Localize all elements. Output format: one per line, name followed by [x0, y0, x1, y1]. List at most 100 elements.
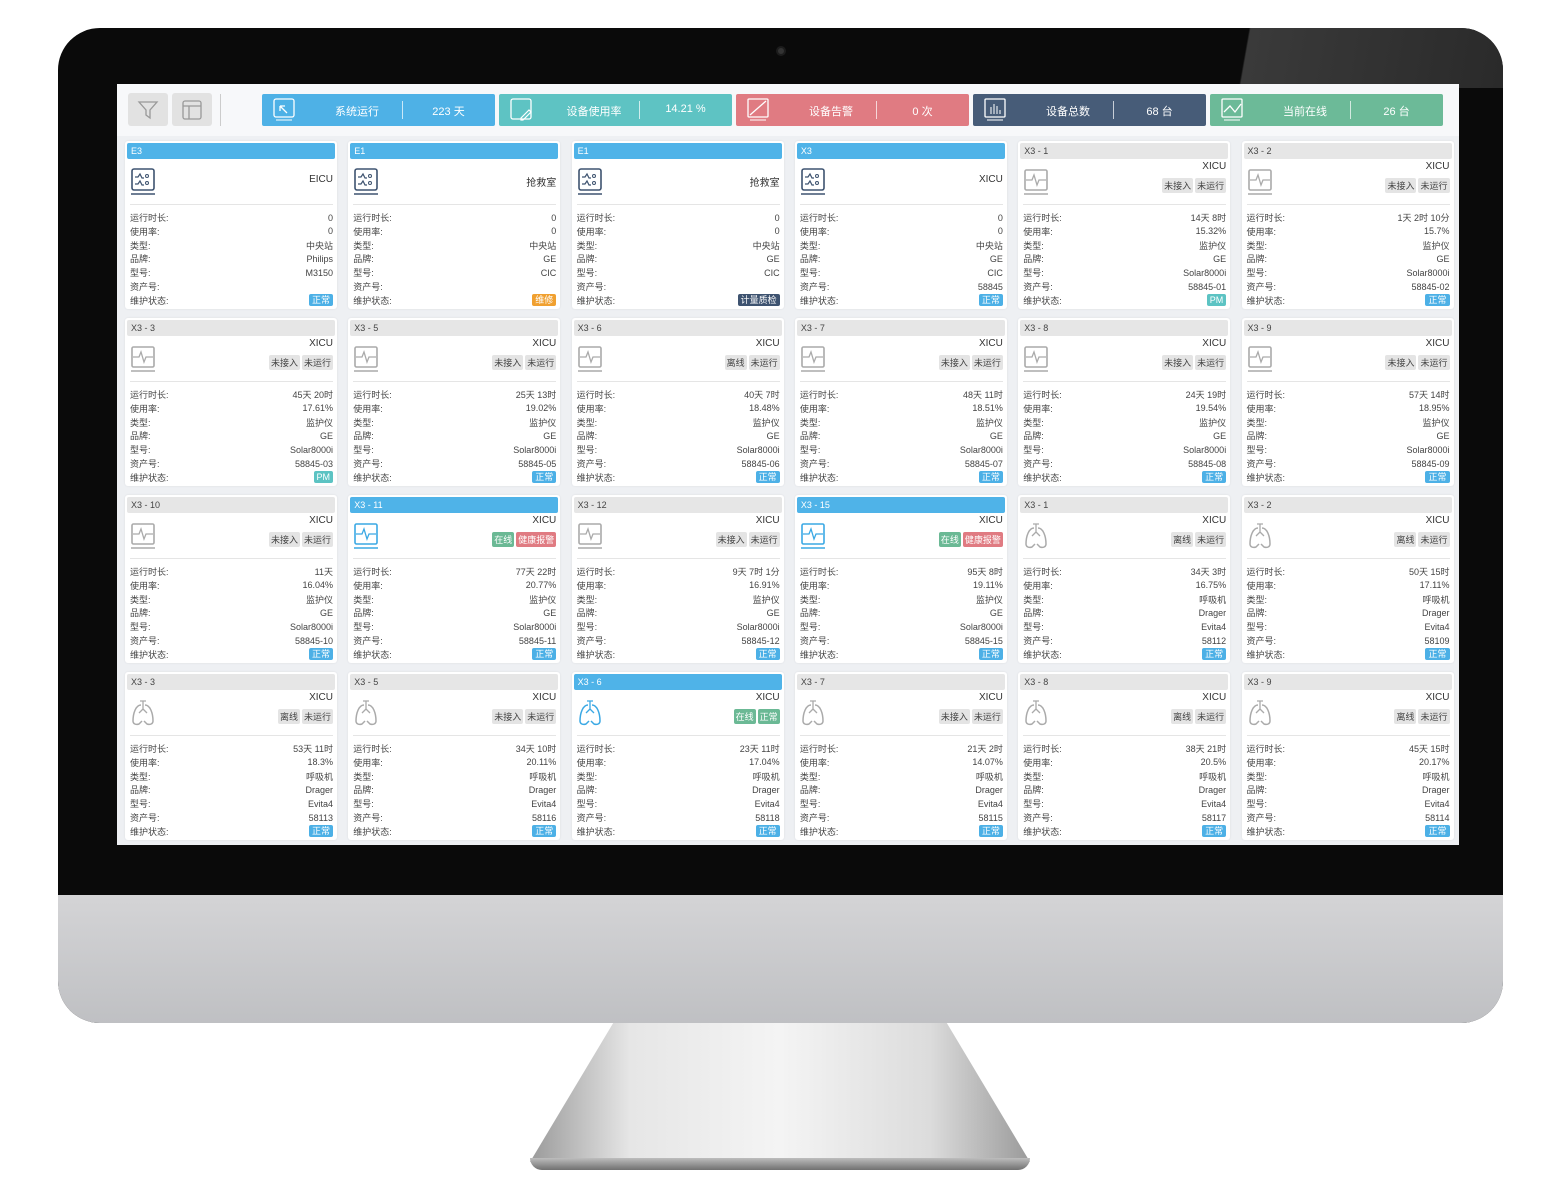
layout-button[interactable]	[172, 93, 212, 126]
maintenance-status-badge: 正常	[978, 825, 1003, 838]
status-tags: 未接入 未运行	[1162, 178, 1227, 193]
maintenance-status-badge: 正常	[308, 648, 333, 661]
status-tag: 未运行	[301, 532, 333, 547]
department-label: XICU	[755, 338, 780, 349]
field-label: 维护状态:	[130, 295, 169, 306]
device-card[interactable]: X3 - 6 XICU 离线 未运行 运行时长: 40天 7时 使用率: 18.48% 类型: 监…	[571, 318, 784, 486]
device-card[interactable]: X3 - 10 XICU 未接入 未运行 运行时长: 11天 使用率: 16.04% 类型: 监护…	[125, 495, 337, 663]
field-value: Evita4	[977, 798, 1003, 809]
device-card[interactable]: X3 - 5 XICU 未接入 未运行 运行时长: 34天 10时 使用率: 20.11% 类型…	[348, 672, 561, 840]
status-tags: 在线 健康报警	[492, 532, 557, 547]
maintenance-status-badge: 正常	[1202, 471, 1227, 484]
info-row: 资产号: 58845-03	[130, 457, 333, 470]
device-card[interactable]: X3 - 2 XICU 未接入 未运行 运行时长: 1天 2时 10分 使用率: 15.7% 类…	[1241, 141, 1454, 309]
info-row: 运行时长: 14天 8时	[1023, 211, 1226, 224]
info-row: 资产号:	[130, 280, 333, 293]
field-value: 58112	[1201, 635, 1227, 646]
field-label: 资产号:	[130, 459, 160, 469]
device-card-header: X3 - 8	[1020, 320, 1229, 336]
field-value: 19.02%	[525, 403, 557, 414]
device-card-header: X3 - 1	[1020, 497, 1229, 513]
status-tags: 未接入 未运行	[938, 355, 1003, 370]
device-card[interactable]: X3 - 9 XICU 未接入 未运行 运行时长: 57天 14时 使用率: 18.95% 类型…	[1241, 318, 1454, 486]
device-card[interactable]: X3 - 3 XICU 未接入 未运行 运行时长: 45天 20时 使用率: 17.61% 类型…	[125, 318, 337, 486]
field-value: 19.11%	[973, 580, 1003, 591]
field-value: GE	[543, 607, 557, 618]
device-card[interactable]: X3 - 9 XICU 离线 未运行 运行时长: 45天 15时 使用率: 20.17% 类型:…	[1241, 672, 1454, 840]
device-card[interactable]: E3 EICU 运行时长: 0 使用率: 0 类型: 中央站 品牌: Philips 型号: M315…	[125, 141, 337, 309]
stat-card-bar-chart[interactable]: 设备总数 68 台	[973, 94, 1206, 126]
field-value: GE	[543, 430, 557, 441]
status-tag: 未接入	[1162, 178, 1194, 193]
field-value: 监护仪	[752, 594, 780, 605]
field-label: 品牌:	[353, 254, 374, 265]
central-station-icon	[353, 168, 381, 196]
field-label: 资产号:	[1246, 282, 1277, 292]
info-row: 型号: Solar8000i	[130, 443, 333, 456]
info-row: 使用率: 19.02%	[353, 402, 556, 415]
info-row: 资产号: 58845-15	[800, 634, 1003, 647]
info-row: 资产号: 58118	[577, 811, 780, 824]
device-card[interactable]: X3 - 12 XICU 未接入 未运行 运行时长: 9天 7时 1分 使用率: 16.91%…	[571, 495, 784, 663]
device-card-header: X3 - 1	[1020, 143, 1229, 159]
info-row: 运行时长: 38天 21时	[1023, 742, 1226, 755]
maintenance-status-badge: 正常	[1425, 294, 1450, 307]
maintenance-status-badge: 正常	[532, 825, 557, 838]
field-value: Drager	[528, 784, 557, 795]
device-card[interactable]: E1 抢救室 运行时长: 0 使用率: 0 类型: 中央站 品牌: GE 型号: CIC 资产号: 维护状…	[571, 141, 784, 309]
stat-card-line-chart[interactable]: 当前在线 26 台	[1210, 94, 1443, 126]
info-row: 类型: 监护仪	[577, 593, 780, 606]
field-label: 维护状态:	[576, 649, 616, 660]
device-card[interactable]: X3 - 7 XICU 未接入 未运行 运行时长: 48天 11时 使用率: 18.51% 类型…	[794, 318, 1007, 486]
device-card[interactable]: X3 - 11 XICU 在线 健康报警 运行时长: 77天 22时 使用率: 20.77% 类…	[348, 495, 561, 663]
device-card[interactable]: X3 - 8 XICU 离线 未运行 运行时长: 38天 21时 使用率: 20.5% 类型: 呼…	[1018, 672, 1231, 840]
field-label: 运行时长:	[353, 390, 392, 400]
field-label: 运行时长:	[1023, 390, 1062, 400]
device-card[interactable]: X3 - 7 XICU 未接入 未运行 运行时长: 21天 2时 使用率: 14.07% 类型:…	[794, 672, 1007, 840]
device-card[interactable]: X3 - 15 XICU 在线 健康报警 运行时长: 95天 8时 使用率: 19.11% 类型…	[794, 495, 1007, 663]
field-label: 使用率:	[1246, 403, 1277, 414]
device-card[interactable]: X3 - 2 XICU 离线 未运行 运行时长: 50天 15时 使用率: 17.11% 类型:…	[1241, 495, 1454, 663]
device-card-header: X3	[796, 143, 1005, 159]
field-label: 使用率:	[1246, 580, 1277, 591]
field-value: 11天	[314, 567, 333, 577]
field-value: 呼吸机	[529, 771, 557, 782]
stat-card-alarm-slash[interactable]: 设备告警 0 次	[736, 94, 969, 126]
info-row: 品牌: Drager	[1247, 606, 1450, 619]
department-label: XICU	[532, 692, 557, 703]
device-card[interactable]: X3 - 5 XICU 未接入 未运行 运行时长: 25天 13时 使用率: 19.02% 类型…	[348, 318, 561, 486]
field-value: 呼吸机	[752, 771, 780, 782]
info-row: 使用率: 20.77%	[353, 579, 556, 592]
monitor-stand	[530, 1020, 1030, 1162]
info-row: 类型: 呼吸机	[1023, 770, 1226, 783]
device-card[interactable]: X3 - 1 XICU 未接入 未运行 运行时长: 14天 8时 使用率: 15.32% 类型:…	[1018, 141, 1231, 309]
field-value: 50天 15时	[1408, 567, 1450, 577]
field-value: 中央站	[529, 240, 557, 251]
field-label: 使用率:	[353, 403, 383, 414]
info-row: 品牌: GE	[353, 429, 556, 442]
info-row: 品牌: GE	[577, 606, 780, 619]
device-card[interactable]: X3 - 1 XICU 离线 未运行 运行时长: 34天 3时 使用率: 16.75% 类型: 呼…	[1018, 495, 1231, 663]
field-label: 品牌:	[799, 431, 821, 442]
device-card[interactable]: X3 - 3 XICU 离线 未运行 运行时长: 53天 11时 使用率: 18.3% 类型: 呼…	[125, 672, 337, 840]
field-value: 18.51%	[972, 403, 1003, 414]
field-value: Solar8000i	[1183, 267, 1227, 278]
info-row: 运行时长: 9天 7时 1分	[577, 565, 780, 578]
device-card[interactable]: E1 抢救室 运行时长: 0 使用率: 0 类型: 中央站 品牌: GE 型号: CIC 资产号: 维护状…	[348, 141, 561, 309]
field-value: 20.11%	[526, 757, 557, 768]
field-value: 77天 22时	[515, 567, 557, 577]
device-card[interactable]: X3 - 6 XICU 在线 正常 运行时长: 23天 11时 使用率: 17.04% 类型: 呼…	[571, 672, 784, 840]
card-divider	[799, 204, 1003, 205]
device-card[interactable]: X3 - 8 XICU 未接入 未运行 运行时长: 24天 19时 使用率: 19.54% 类型…	[1018, 318, 1231, 486]
field-label: 型号:	[799, 268, 821, 279]
info-row: 使用率: 17.11%	[1247, 579, 1450, 592]
stat-card-cursor-arrow[interactable]: 系统运行 223 天	[262, 94, 495, 126]
device-card-header: X3 - 6	[573, 320, 782, 336]
stat-card-edit[interactable]: 设备使用率 14.21 %	[499, 94, 732, 126]
device-card[interactable]: X3 XICU 运行时长: 0 使用率: 0 类型: 中央站 品牌: GE 型号: CIC 资产号: 58…	[794, 141, 1007, 309]
field-label: 型号:	[1246, 622, 1268, 633]
field-label: 使用率:	[130, 403, 160, 414]
filter-button[interactable]	[128, 93, 168, 126]
field-value: Drager	[975, 784, 1003, 795]
field-label: 资产号:	[353, 813, 383, 823]
